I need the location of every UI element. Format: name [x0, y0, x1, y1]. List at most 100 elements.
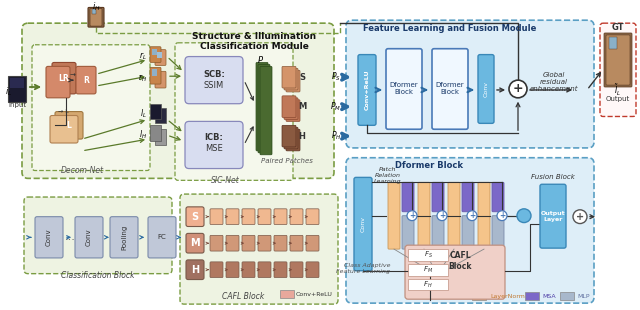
FancyBboxPatch shape	[148, 217, 176, 258]
FancyBboxPatch shape	[155, 50, 166, 65]
FancyBboxPatch shape	[282, 66, 296, 88]
Text: FC: FC	[157, 234, 166, 240]
FancyBboxPatch shape	[210, 235, 223, 251]
FancyBboxPatch shape	[226, 209, 239, 224]
FancyBboxPatch shape	[242, 262, 255, 277]
FancyBboxPatch shape	[50, 116, 78, 143]
Text: Conv: Conv	[86, 228, 92, 246]
FancyBboxPatch shape	[290, 262, 303, 277]
FancyBboxPatch shape	[604, 33, 632, 87]
Text: ...: ...	[65, 232, 76, 242]
FancyBboxPatch shape	[55, 112, 83, 139]
Text: Conv+ReLU: Conv+ReLU	[296, 292, 333, 297]
FancyBboxPatch shape	[242, 209, 255, 224]
Text: +: +	[409, 211, 415, 220]
FancyBboxPatch shape	[290, 209, 303, 224]
Text: +: +	[439, 211, 445, 220]
Text: Conv: Conv	[46, 228, 52, 246]
Text: Block: Block	[448, 262, 472, 271]
Text: LayerNorm: LayerNorm	[490, 294, 525, 299]
FancyBboxPatch shape	[274, 209, 287, 224]
Text: LR: LR	[59, 74, 69, 83]
Text: $i_H$: $i_H$	[92, 0, 100, 13]
Text: Conv: Conv	[360, 215, 365, 232]
Text: M: M	[298, 102, 306, 111]
Text: $P_H$: $P_H$	[331, 130, 341, 142]
FancyBboxPatch shape	[258, 235, 271, 251]
FancyBboxPatch shape	[408, 249, 448, 261]
Text: Class Adaptive
Feature Learning: Class Adaptive Feature Learning	[336, 263, 390, 274]
FancyBboxPatch shape	[405, 245, 505, 299]
FancyBboxPatch shape	[10, 78, 24, 88]
FancyBboxPatch shape	[290, 235, 303, 251]
FancyBboxPatch shape	[286, 70, 300, 92]
FancyBboxPatch shape	[306, 262, 319, 277]
Text: M: M	[190, 238, 200, 248]
FancyBboxPatch shape	[157, 52, 162, 58]
Text: Classification Module: Classification Module	[200, 42, 308, 51]
FancyBboxPatch shape	[92, 9, 96, 14]
Circle shape	[467, 211, 477, 221]
FancyBboxPatch shape	[8, 76, 26, 102]
Text: Dformer Block: Dformer Block	[395, 161, 463, 170]
FancyBboxPatch shape	[284, 127, 298, 149]
FancyBboxPatch shape	[185, 56, 243, 104]
Text: SIC-Net: SIC-Net	[211, 176, 239, 185]
Text: Fusion Block: Fusion Block	[531, 175, 575, 180]
FancyBboxPatch shape	[258, 64, 270, 153]
FancyBboxPatch shape	[32, 45, 150, 170]
FancyBboxPatch shape	[90, 8, 102, 26]
Text: P: P	[257, 56, 262, 65]
FancyBboxPatch shape	[185, 122, 243, 169]
Text: $l_H$: $l_H$	[139, 129, 147, 141]
FancyBboxPatch shape	[540, 184, 566, 248]
Text: $F_M$: $F_M$	[423, 265, 433, 275]
FancyBboxPatch shape	[402, 216, 414, 249]
FancyBboxPatch shape	[432, 49, 468, 129]
FancyBboxPatch shape	[258, 262, 271, 277]
FancyBboxPatch shape	[155, 71, 166, 88]
FancyBboxPatch shape	[286, 100, 300, 122]
FancyBboxPatch shape	[306, 209, 319, 224]
FancyBboxPatch shape	[346, 158, 594, 303]
Text: H: H	[299, 132, 305, 141]
FancyBboxPatch shape	[22, 23, 334, 178]
FancyBboxPatch shape	[478, 55, 494, 123]
Text: MLP: MLP	[577, 294, 589, 299]
FancyBboxPatch shape	[150, 104, 161, 119]
FancyBboxPatch shape	[388, 182, 400, 249]
FancyBboxPatch shape	[175, 43, 293, 180]
Text: S: S	[299, 73, 305, 82]
FancyBboxPatch shape	[560, 292, 574, 300]
Text: S: S	[191, 212, 198, 222]
Text: →: →	[70, 73, 76, 79]
Text: R: R	[83, 76, 89, 85]
FancyBboxPatch shape	[609, 37, 617, 49]
FancyBboxPatch shape	[186, 207, 204, 227]
Circle shape	[517, 209, 531, 223]
FancyBboxPatch shape	[448, 182, 460, 249]
Text: $\tilde{I}_L$: $\tilde{I}_L$	[614, 83, 621, 99]
FancyBboxPatch shape	[472, 292, 486, 300]
FancyBboxPatch shape	[150, 67, 161, 84]
Text: Input: Input	[8, 102, 26, 108]
Text: SCB:: SCB:	[203, 70, 225, 79]
FancyBboxPatch shape	[256, 62, 268, 151]
Circle shape	[407, 211, 417, 221]
FancyBboxPatch shape	[152, 69, 157, 76]
FancyBboxPatch shape	[150, 125, 161, 141]
Text: MSA: MSA	[542, 294, 556, 299]
FancyBboxPatch shape	[432, 216, 444, 249]
FancyBboxPatch shape	[525, 292, 539, 300]
Circle shape	[509, 80, 527, 98]
Text: Classification Block: Classification Block	[61, 271, 135, 280]
FancyBboxPatch shape	[88, 7, 104, 27]
FancyBboxPatch shape	[418, 182, 430, 249]
FancyBboxPatch shape	[242, 235, 255, 251]
FancyBboxPatch shape	[306, 235, 319, 251]
Text: Conv: Conv	[483, 81, 488, 97]
FancyBboxPatch shape	[274, 235, 287, 251]
FancyBboxPatch shape	[210, 209, 223, 224]
Text: Pooling: Pooling	[121, 225, 127, 250]
Text: GT: GT	[612, 23, 624, 32]
